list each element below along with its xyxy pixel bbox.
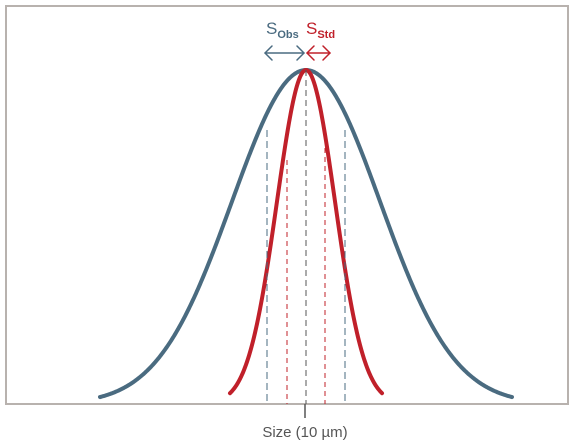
- standard-label-main: S: [306, 19, 317, 38]
- standard-label-subscript: Std: [317, 29, 335, 41]
- observed-label-subscript: Obs: [277, 29, 298, 41]
- observed-label: SObs: [266, 19, 299, 41]
- observed-width-arrow: [264, 45, 305, 61]
- x-axis-label: Size (10 µm): [262, 424, 347, 441]
- observed-label-main: S: [266, 19, 277, 38]
- standard-label: SStd: [306, 19, 335, 41]
- standard-width-arrow: [306, 45, 331, 61]
